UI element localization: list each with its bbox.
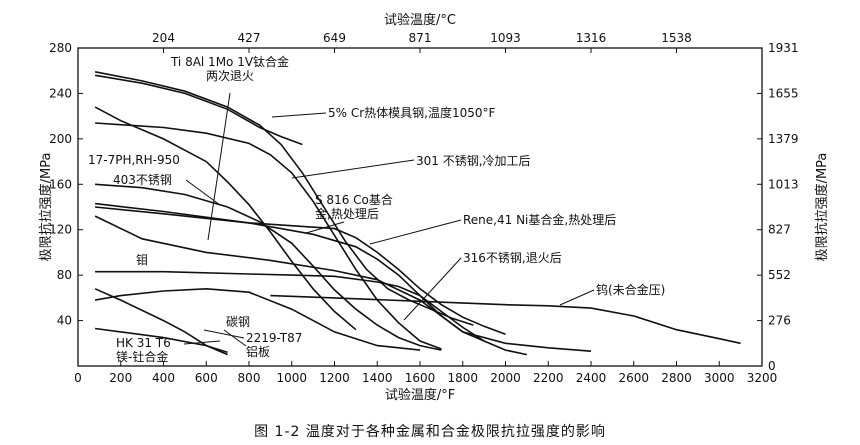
right-tick-label: 1655: [768, 86, 799, 100]
label-leader-line: [207, 92, 231, 241]
x-tick-label: 1800: [447, 371, 478, 385]
x-tick-label: 2400: [576, 371, 607, 385]
x-tick-label: 2600: [618, 371, 649, 385]
series-line-2: [94, 106, 357, 331]
x-axis-title: 试验温度/°F: [385, 387, 455, 403]
label-leader-line: [183, 340, 221, 345]
label-leader-line: [369, 219, 462, 245]
top-tick-label: 1093: [490, 31, 521, 45]
curve-label: 钼: [136, 253, 148, 267]
curve-label: 铝板: [246, 344, 270, 359]
label-leader-line: [271, 112, 327, 118]
series-line-0: [94, 74, 303, 146]
x-tick-label: 1000: [276, 371, 307, 385]
x-tick-label: 2000: [490, 371, 521, 385]
label-leader-line: [203, 329, 245, 339]
right-tick-label: 0: [768, 359, 776, 373]
series-line-12: [94, 327, 228, 354]
top-tick-label: 1316: [576, 31, 607, 45]
x-tick-label: 1400: [362, 371, 393, 385]
curve-label: 两次退火: [206, 69, 254, 83]
series-line-7: [94, 215, 592, 352]
x-tick-label: 0: [74, 371, 82, 385]
curve-label: 5% Cr热体模具钢,温度1050°F: [328, 105, 496, 120]
curve-label: 2219-T87: [246, 331, 302, 345]
x-tick-label: 600: [195, 371, 218, 385]
plot-frame: [77, 47, 763, 367]
series-group: [94, 71, 741, 356]
x-tick-label: 1600: [405, 371, 436, 385]
top-tick-label: 204: [152, 31, 175, 45]
series-line-8: [95, 270, 528, 356]
x-tick-label: 3000: [704, 371, 735, 385]
right-tick-label: 1379: [768, 132, 799, 146]
y-tick-label: 40: [57, 314, 72, 328]
label-leader-line: [559, 289, 595, 306]
right-tick-label: 276: [768, 314, 791, 328]
top-tick-label: 1538: [661, 31, 692, 45]
label-leader-line: [305, 221, 345, 234]
x-tick-label: 2200: [533, 371, 564, 385]
series-line-10: [94, 287, 421, 351]
right-tick-label: 1931: [768, 41, 799, 55]
curve-label: 301 不锈钢,冷加工后: [416, 154, 531, 168]
label-leader-line: [223, 329, 247, 347]
curve-label: 钨(未合金压): [596, 282, 665, 297]
series-line-3: [95, 122, 442, 350]
label-leader-line: [291, 159, 415, 179]
x-tick-label: 1200: [319, 371, 350, 385]
label-leader-line: [403, 257, 462, 321]
y-axis-title-right: 极限抗拉强度/MPa: [814, 153, 830, 262]
y-tick-label: 280: [49, 41, 72, 55]
figure-caption: 图 1-2 温度对于各种金属和合金极限抗拉强度的影响: [254, 424, 606, 440]
top-tick-label: 871: [409, 31, 432, 45]
label-leader-line: [185, 179, 221, 206]
curve-label: 金,热处理后: [315, 206, 379, 221]
x-tick-label: 200: [109, 371, 132, 385]
top-axis-title: 试验温度/°C: [384, 12, 456, 28]
curve-label: 碳钢: [226, 315, 250, 329]
x-tick-label: 2800: [661, 371, 692, 385]
series-line-4: [95, 183, 442, 351]
right-tick-label: 552: [768, 268, 791, 282]
curve-label: Ti 8Al 1Mo 1V钛合金: [170, 54, 289, 69]
series-line-9: [270, 294, 741, 345]
top-tick-label: 427: [238, 31, 261, 45]
y-tick-label: 160: [49, 177, 72, 191]
curve-label: 403不锈钢: [113, 173, 172, 187]
y-tick-label: 240: [49, 86, 72, 100]
y-tick-label: 120: [49, 223, 72, 237]
x-tick-label: 800: [238, 371, 261, 385]
series-line-1: [94, 71, 474, 326]
curve-label: HK 31 T6: [116, 336, 171, 350]
axes: 0 200 400 600 800 1000 1200 1400 1600 1800 2000 220…: [38, 12, 830, 403]
top-tick-label: 649: [323, 31, 346, 45]
curve-label: Rene,41 Ni基合金,热处理后: [463, 212, 616, 227]
y-tick-label: 200: [49, 132, 72, 146]
curve-label: S 816 Co基合: [315, 192, 393, 207]
x-tick-label: 3200: [747, 371, 778, 385]
curve-label: 镁-钍合金: [116, 349, 168, 364]
right-tick-label: 827: [768, 223, 791, 237]
x-tick-label: 400: [152, 371, 175, 385]
curve-label: 17-7PH,RH-950: [88, 153, 180, 167]
curve-label: 316不锈钢,退火后: [463, 251, 562, 265]
right-tick-label: 1013: [768, 177, 799, 191]
y-axis-title-left: 极限抗拉强度/MPa: [38, 153, 54, 262]
y-tick-label: 80: [57, 268, 72, 282]
